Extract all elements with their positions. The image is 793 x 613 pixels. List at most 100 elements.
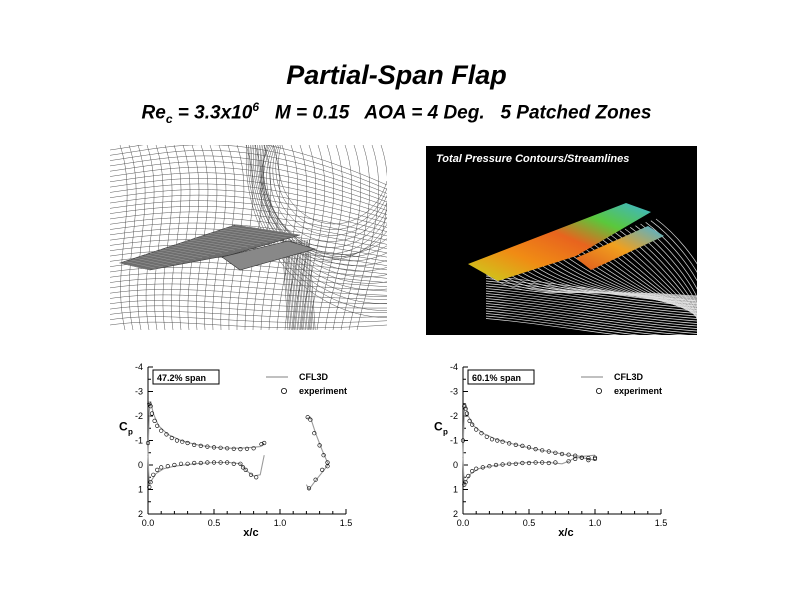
experiment-point [159, 428, 164, 433]
mesh-line [187, 144, 200, 331]
mesh-line [109, 321, 388, 329]
y-tick-label: 1 [453, 485, 458, 495]
experiment-point [174, 438, 180, 443]
mesh-line [297, 239, 305, 331]
mesh-line [302, 239, 310, 331]
y-tick-label: 1 [138, 485, 143, 495]
y-tick-label: -1 [135, 436, 143, 446]
x-tick-label: 0.5 [208, 518, 221, 528]
wing-mesh-line [189, 239, 242, 249]
x-tick-label: 0.0 [457, 518, 470, 528]
experiment-point [211, 460, 217, 465]
mesh-line [109, 289, 388, 300]
experiment-point [211, 445, 217, 450]
wing-mesh-line [139, 256, 177, 265]
mesh-line [259, 144, 388, 261]
mesh-line [246, 144, 388, 319]
span-label-box [467, 369, 535, 385]
experiment-point [155, 423, 160, 428]
mesh-drawing [109, 138, 388, 331]
mesh-line [119, 144, 128, 331]
wing-mesh [118, 224, 317, 271]
experiment-point [164, 432, 169, 437]
experiment-point [533, 446, 538, 452]
mesh-line [307, 239, 314, 331]
mesh-line [109, 305, 388, 313]
experiment-point [198, 460, 203, 466]
wing-mesh-line [134, 257, 170, 266]
wing-mesh-line [229, 226, 294, 237]
cfl3d-curve [147, 455, 265, 487]
experiment-point [198, 443, 203, 448]
wing-mesh-line [184, 241, 235, 251]
wing-mesh-line [234, 224, 301, 236]
legend-label-experiment: experiment [614, 386, 662, 396]
mesh-line [109, 161, 388, 203]
mesh-line [109, 138, 388, 186]
experiment-point [254, 475, 259, 480]
experiment-point [149, 411, 155, 416]
experiment-point [225, 460, 230, 465]
experiment-point [313, 477, 318, 482]
experiment-point [238, 461, 243, 466]
experiment-point [148, 404, 153, 409]
flap-surface [576, 226, 664, 270]
experiment-point [495, 438, 500, 443]
mesh-line [272, 144, 388, 236]
legend-label-experiment: experiment [299, 386, 347, 396]
legend-label-cfl3d: CFL3D [299, 372, 329, 382]
experiment-point [151, 472, 156, 477]
experiment-point [540, 448, 545, 453]
experiment-point [470, 422, 475, 427]
streamline [485, 308, 698, 334]
mesh-line [109, 189, 388, 224]
experiment-point [513, 461, 518, 466]
streamline [542, 255, 698, 307]
experiment-point [325, 464, 330, 469]
mesh-line [324, 144, 352, 331]
re-value: = 3.3x10 [172, 102, 253, 124]
experiment-point [460, 438, 466, 443]
experiment-point [192, 460, 197, 466]
cfd-drawing [468, 203, 714, 344]
wing-mesh-line [219, 229, 281, 240]
experiment-point [155, 467, 160, 472]
experiment-point [147, 485, 152, 490]
y-tick-label: 0 [138, 460, 143, 470]
experiment-point [520, 443, 525, 448]
experiment-point [559, 451, 565, 457]
streamline [485, 285, 698, 312]
experiment-point [479, 431, 484, 436]
cfl3d-curve [462, 457, 596, 487]
experiment-point [463, 480, 468, 485]
mesh-line [109, 194, 388, 228]
mesh-line [137, 144, 146, 331]
experiment-point [487, 464, 492, 469]
y-tick-label: -4 [450, 362, 458, 372]
flow-conditions: Rec = 3.3x106 M = 0.15 AOA = 4 Deg. 5 Pa… [0, 100, 793, 126]
experiment-point [500, 439, 505, 444]
experiment-point [573, 456, 578, 461]
y-axis-label: C [434, 420, 443, 434]
experiment-point [573, 453, 578, 458]
re-exponent: 6 [252, 100, 259, 114]
legend-label-cfl3d: CFL3D [614, 372, 644, 382]
mesh-line [109, 144, 388, 190]
x-tick-label: 0.5 [523, 518, 536, 528]
mesh-line [179, 144, 191, 331]
mesh-line [340, 144, 370, 331]
experiment-point [493, 462, 499, 468]
streamline [485, 303, 698, 329]
experiment-point [165, 464, 170, 469]
experiment-point [152, 418, 157, 423]
experiment-point [240, 465, 246, 470]
y-axis-label: C [119, 420, 128, 434]
mesh-line [249, 144, 388, 304]
wing-mesh-line [209, 233, 268, 243]
streamline [485, 280, 698, 307]
mesh-line [300, 144, 325, 331]
mesh-line [294, 239, 302, 331]
mesh-line [263, 144, 388, 255]
experiment-point [147, 401, 152, 406]
streamline [485, 293, 698, 319]
